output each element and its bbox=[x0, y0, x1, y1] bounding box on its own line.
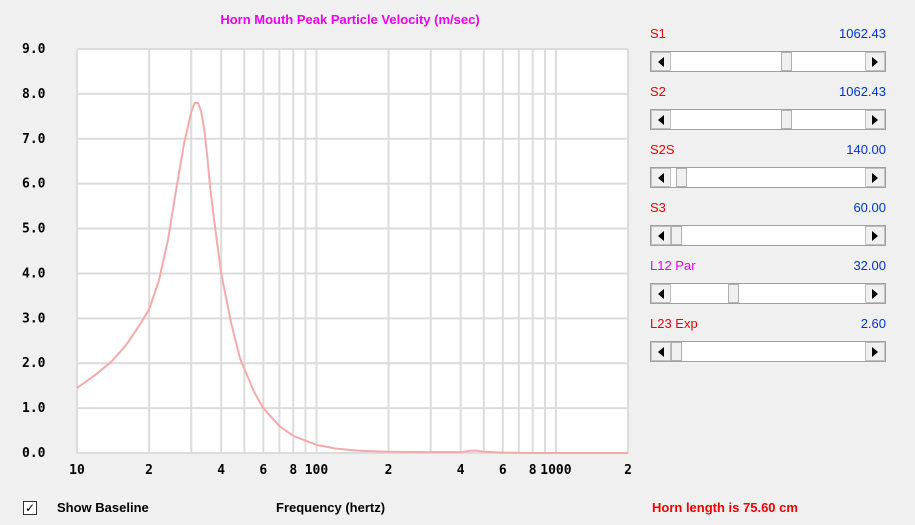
slider-row: S1 1062.43 bbox=[650, 26, 886, 84]
x-tick-label: 6 bbox=[499, 463, 507, 478]
horn-length-text: Horn length is 75.60 cm bbox=[652, 500, 798, 515]
slider-scrollbar[interactable] bbox=[650, 283, 886, 304]
slider-value: 2.60 bbox=[860, 316, 886, 331]
slider-thumb[interactable] bbox=[671, 342, 682, 361]
x-tick-label: 10 bbox=[69, 463, 85, 478]
velocity-chart: Horn Mouth Peak Particle Velocity (m/sec… bbox=[22, 12, 632, 478]
arrow-right-icon bbox=[872, 288, 878, 299]
y-tick-label: 8.0 bbox=[22, 87, 46, 102]
bottom-bar: ✓ Show Baseline Frequency (hertz) Horn l… bbox=[0, 496, 915, 520]
y-tick-label: 7.0 bbox=[22, 132, 46, 147]
x-axis-label: Frequency (hertz) bbox=[276, 500, 386, 515]
scroll-right-button[interactable] bbox=[865, 168, 885, 187]
x-tick-label: 2 bbox=[145, 463, 153, 478]
arrow-left-icon bbox=[658, 346, 664, 357]
show-baseline-checkbox[interactable]: ✓ bbox=[23, 501, 37, 515]
scroll-right-button[interactable] bbox=[865, 342, 885, 361]
x-tick-label: 1000 bbox=[540, 463, 571, 478]
x-tick-label: 2 bbox=[624, 463, 632, 478]
x-tick-label: 8 bbox=[529, 463, 537, 478]
slider-label: S1 bbox=[650, 26, 666, 41]
slider-value: 140.00 bbox=[846, 142, 886, 157]
series-curve bbox=[76, 101, 628, 454]
y-tick-label: 6.0 bbox=[22, 177, 46, 192]
x-tick-label: 6 bbox=[259, 463, 267, 478]
slider-row: L23 Exp 2.60 bbox=[650, 316, 886, 374]
slider-value: 1062.43 bbox=[839, 26, 886, 41]
arrow-left-icon bbox=[658, 288, 664, 299]
x-tick-label: 2 bbox=[385, 463, 393, 478]
arrow-left-icon bbox=[658, 56, 664, 67]
y-tick-label: 4.0 bbox=[22, 266, 46, 281]
arrow-right-icon bbox=[872, 230, 878, 241]
slider-scrollbar[interactable] bbox=[650, 341, 886, 362]
show-baseline-label[interactable]: Show Baseline bbox=[57, 500, 149, 515]
slider-value: 32.00 bbox=[853, 258, 886, 273]
slider-thumb[interactable] bbox=[676, 168, 688, 187]
scroll-left-button[interactable] bbox=[651, 168, 671, 187]
arrow-right-icon bbox=[872, 114, 878, 125]
slider-value: 1062.43 bbox=[839, 84, 886, 99]
slider-row: L12 Par 32.00 bbox=[650, 258, 886, 316]
slider-label: L12 Par bbox=[650, 258, 696, 273]
y-tick-label: 5.0 bbox=[22, 222, 46, 237]
scroll-left-button[interactable] bbox=[651, 342, 671, 361]
slider-value: 60.00 bbox=[853, 200, 886, 215]
arrow-left-icon bbox=[658, 230, 664, 241]
arrow-right-icon bbox=[872, 346, 878, 357]
arrow-left-icon bbox=[658, 172, 664, 183]
scroll-right-button[interactable] bbox=[865, 284, 885, 303]
arrow-left-icon bbox=[658, 114, 664, 125]
slider-label: S2S bbox=[650, 142, 675, 157]
y-tick-label: 9.0 bbox=[22, 42, 46, 57]
slider-thumb[interactable] bbox=[780, 52, 792, 71]
scroll-right-button[interactable] bbox=[865, 110, 885, 129]
slider-thumb[interactable] bbox=[780, 110, 792, 129]
x-tick-label: 4 bbox=[217, 463, 225, 478]
x-tick-label: 100 bbox=[305, 463, 329, 478]
scroll-left-button[interactable] bbox=[651, 284, 671, 303]
scroll-left-button[interactable] bbox=[651, 52, 671, 71]
scroll-left-button[interactable] bbox=[651, 110, 671, 129]
arrow-right-icon bbox=[872, 172, 878, 183]
y-tick-label: 1.0 bbox=[22, 401, 46, 416]
slider-scrollbar[interactable] bbox=[650, 225, 886, 246]
slider-scrollbar[interactable] bbox=[650, 167, 886, 188]
arrow-right-icon bbox=[872, 56, 878, 67]
scroll-right-button[interactable] bbox=[865, 226, 885, 245]
slider-label: S3 bbox=[650, 200, 666, 215]
slider-row: S2S 140.00 bbox=[650, 142, 886, 200]
chart-title: Horn Mouth Peak Particle Velocity (m/sec… bbox=[220, 12, 479, 27]
plot-area bbox=[77, 49, 628, 453]
slider-label: S2 bbox=[650, 84, 666, 99]
x-tick-label: 8 bbox=[289, 463, 297, 478]
slider-thumb[interactable] bbox=[671, 226, 682, 245]
x-tick-label: 4 bbox=[457, 463, 465, 478]
y-tick-label: 0.0 bbox=[22, 446, 46, 461]
slider-label: L23 Exp bbox=[650, 316, 698, 331]
slider-scrollbar[interactable] bbox=[650, 51, 886, 72]
y-tick-label: 2.0 bbox=[22, 356, 46, 371]
slider-row: S2 1062.43 bbox=[650, 84, 886, 142]
parameter-sliders: S1 1062.43 S2 1062.43 S2S 140.00 S3 60.00 L12 Pa… bbox=[650, 26, 886, 374]
slider-thumb[interactable] bbox=[727, 284, 739, 303]
y-tick-label: 3.0 bbox=[22, 311, 46, 326]
slider-scrollbar[interactable] bbox=[650, 109, 886, 130]
scroll-right-button[interactable] bbox=[865, 52, 885, 71]
slider-row: S3 60.00 bbox=[650, 200, 886, 258]
scroll-left-button[interactable] bbox=[651, 226, 671, 245]
